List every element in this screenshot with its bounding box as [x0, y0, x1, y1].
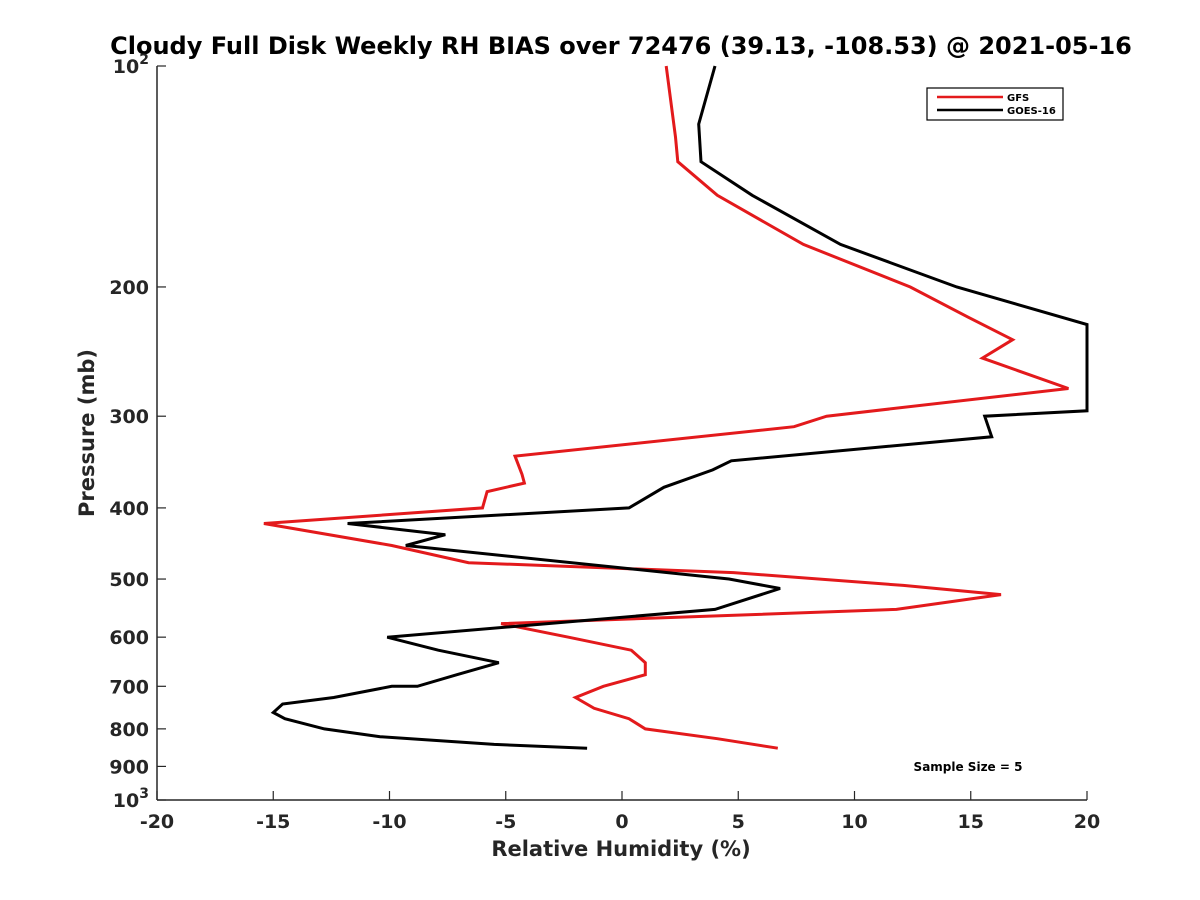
x-tick-label: -10 [372, 811, 406, 833]
legend-label-gfs: GFS [1007, 93, 1029, 104]
y-tick-label: 900 [109, 756, 149, 778]
y-tick-label: 102 [113, 52, 149, 78]
legend: GFS GOES-16 [926, 87, 1064, 121]
y-axis-label: Pressure (mb) [75, 349, 99, 517]
y-tick-label: 700 [109, 676, 149, 698]
series-group [263, 65, 1089, 750]
x-tick-label: -5 [495, 811, 516, 833]
x-tick-label: 0 [615, 811, 628, 833]
x-tick-label: 20 [1074, 811, 1100, 833]
x-axis-label: Relative Humidity (%) [491, 837, 750, 861]
y-tick-label: 600 [109, 627, 149, 649]
series-line-goes16 [270, 65, 1089, 750]
chart-title: Cloudy Full Disk Weekly RH BIAS over 724… [110, 32, 1132, 60]
legend-label-goes16: GOES-16 [1007, 106, 1056, 117]
x-tick-label: -20 [140, 811, 174, 833]
y-tick-label: 300 [109, 406, 149, 428]
x-tick-label: 10 [841, 811, 867, 833]
sample-size-annotation: Sample Size = 5 [914, 760, 1023, 774]
y-tick-label: 500 [109, 569, 149, 591]
series-line-gfs [263, 65, 1069, 750]
y-tick-label: 800 [109, 719, 149, 741]
y-tick-label: 400 [109, 498, 149, 520]
y-tick-label: 103 [113, 786, 149, 812]
plot-area [156, 66, 1087, 801]
x-tick-label: 15 [958, 811, 984, 833]
x-ticks: -20 -15 -10 -5 0 5 10 15 20 [140, 791, 1100, 833]
legend-box [926, 87, 1064, 121]
y-tick-label: 200 [109, 277, 149, 299]
x-tick-label: -15 [256, 811, 290, 833]
x-tick-label: 5 [732, 811, 745, 833]
y-ticks: 102 200 300 400 500 600 700 800 900 103 [109, 52, 166, 812]
